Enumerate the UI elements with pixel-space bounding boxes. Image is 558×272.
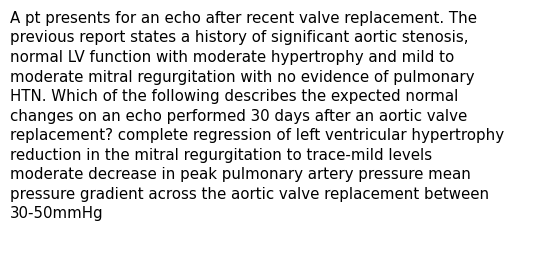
Text: A pt presents for an echo after recent valve replacement. The
previous report st: A pt presents for an echo after recent v… [10, 11, 504, 221]
